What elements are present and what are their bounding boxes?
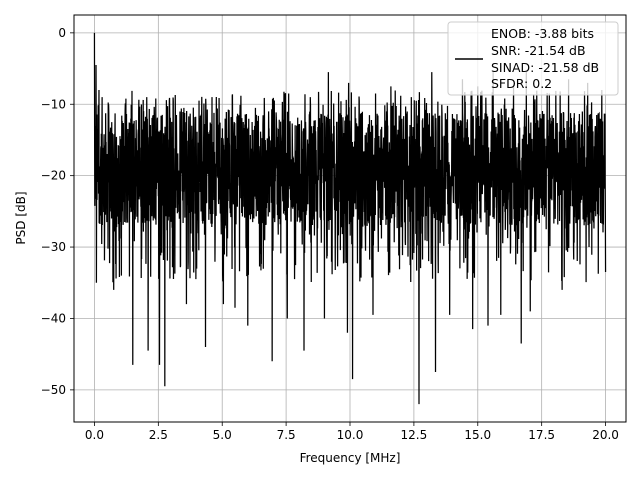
psd-series-line bbox=[93, 32, 607, 405]
y-axis-label: PSD [dB] bbox=[14, 191, 28, 244]
legend-box bbox=[447, 21, 619, 96]
legend-sfdr: SFDR: 0.2 bbox=[491, 76, 552, 91]
x-tick-label: 2.5 bbox=[149, 428, 168, 442]
x-tick-label: 20.0 bbox=[592, 428, 619, 442]
y-tick-label: −10 bbox=[41, 97, 66, 111]
y-tick-label: −50 bbox=[41, 383, 66, 397]
y-tick-label: −20 bbox=[41, 169, 66, 183]
y-tick-label: 0 bbox=[58, 26, 66, 40]
y-tick-label: −30 bbox=[41, 240, 66, 254]
legend: ENOB: -3.88 bits SNR: -21.54 dB SINAD: -… bbox=[447, 21, 619, 96]
x-tick-label: 5.0 bbox=[213, 428, 232, 442]
x-axis-label: Frequency [MHz] bbox=[300, 451, 401, 465]
x-tick-label: 12.5 bbox=[401, 428, 428, 442]
y-tick-label: −40 bbox=[41, 311, 66, 325]
x-tick-label: 17.5 bbox=[528, 428, 555, 442]
x-tick-label: 0.0 bbox=[85, 428, 104, 442]
y-axis-ticks: 0 −10 −20 −30 −40 −50 bbox=[41, 26, 74, 397]
legend-snr: SNR: -21.54 dB bbox=[491, 43, 586, 58]
x-tick-label: 10.0 bbox=[337, 428, 364, 442]
x-tick-label: 15.0 bbox=[464, 428, 491, 442]
x-axis-ticks: 0.0 2.5 5.0 7.5 10.0 12.5 15.0 17.5 20.0 bbox=[85, 422, 619, 442]
x-tick-label: 7.5 bbox=[277, 428, 296, 442]
legend-enob: ENOB: -3.88 bits bbox=[491, 26, 594, 41]
legend-sinad: SINAD: -21.58 dB bbox=[491, 60, 599, 75]
